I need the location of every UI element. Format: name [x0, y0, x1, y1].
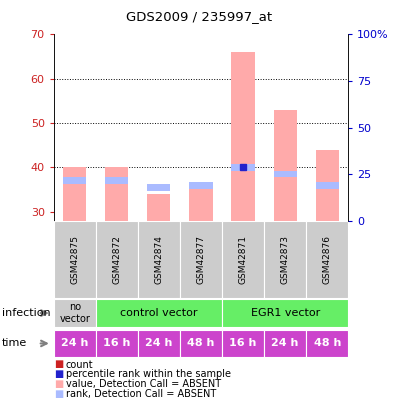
Text: 16 h: 16 h [229, 339, 257, 348]
Bar [96, 299, 222, 327]
Text: rank, Detection Call = ABSENT: rank, Detection Call = ABSENT [66, 389, 216, 399]
Bar [222, 299, 348, 327]
Text: GSM42872: GSM42872 [112, 235, 121, 284]
Text: infection: infection [2, 308, 51, 318]
Text: value, Detection Call = ABSENT: value, Detection Call = ABSENT [66, 379, 221, 389]
Bar [264, 221, 306, 298]
Bar [264, 330, 306, 357]
Bar [54, 299, 96, 327]
Bar [147, 184, 170, 191]
Text: GSM42877: GSM42877 [197, 235, 205, 284]
Bar [316, 182, 339, 189]
Bar [96, 330, 138, 357]
Bar [138, 330, 180, 357]
Bar [96, 221, 138, 298]
Text: no
vector: no vector [59, 302, 90, 324]
Bar [232, 164, 255, 171]
Text: GSM42876: GSM42876 [323, 235, 332, 284]
Bar [222, 221, 264, 298]
Bar [273, 110, 297, 221]
Text: 48 h: 48 h [187, 339, 215, 348]
Text: GDS2009 / 235997_at: GDS2009 / 235997_at [126, 10, 272, 23]
Text: ■: ■ [54, 379, 63, 389]
Bar [147, 194, 170, 221]
Text: GSM42875: GSM42875 [70, 235, 79, 284]
Bar [306, 330, 348, 357]
Text: 16 h: 16 h [103, 339, 131, 348]
Bar [105, 168, 129, 221]
Text: GSM42874: GSM42874 [154, 235, 164, 284]
Bar [138, 221, 180, 298]
Bar [306, 221, 348, 298]
Text: GSM42873: GSM42873 [281, 235, 290, 284]
Bar [273, 171, 297, 177]
Bar [232, 52, 255, 221]
Bar [180, 330, 222, 357]
Text: 24 h: 24 h [271, 339, 299, 348]
Bar [54, 221, 96, 298]
Text: control vector: control vector [120, 308, 198, 318]
Text: 48 h: 48 h [314, 339, 341, 348]
Text: 24 h: 24 h [145, 339, 173, 348]
Bar [180, 221, 222, 298]
Bar [63, 177, 86, 184]
Bar [222, 330, 264, 357]
Bar [54, 330, 96, 357]
Text: 24 h: 24 h [61, 339, 88, 348]
Bar [316, 150, 339, 221]
Text: GSM42871: GSM42871 [238, 235, 248, 284]
Bar [63, 168, 86, 221]
Bar [105, 177, 129, 184]
Text: time: time [2, 339, 27, 348]
Text: ■: ■ [54, 369, 63, 379]
Text: count: count [66, 360, 93, 369]
Text: EGR1 vector: EGR1 vector [250, 308, 320, 318]
Text: percentile rank within the sample: percentile rank within the sample [66, 369, 231, 379]
Bar [189, 182, 213, 189]
Text: ■: ■ [54, 389, 63, 399]
Text: ■: ■ [54, 360, 63, 369]
Bar [189, 185, 213, 221]
